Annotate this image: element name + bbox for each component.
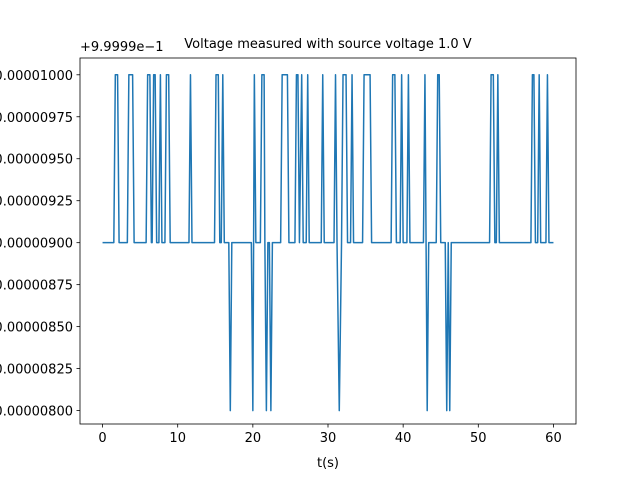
x-tick-label: 30	[320, 431, 337, 446]
y-tick-label: 0.00000975	[0, 111, 73, 126]
x-tick-label: 60	[545, 431, 562, 446]
y-tick-label: 0.00001000	[0, 69, 73, 84]
y-offset-text: +9.9999e−1	[80, 40, 164, 55]
x-tick-label: 0	[98, 431, 106, 446]
y-tick-label: 0.00000875	[0, 279, 73, 294]
y-tick-label: 0.00000800	[0, 405, 73, 420]
y-tick-label: 0.00000900	[0, 237, 73, 252]
y-tick-label: 0.00000825	[0, 363, 73, 378]
x-axis-label: t(s)	[317, 456, 339, 471]
x-tick-label: 20	[245, 431, 262, 446]
x-tick-label: 50	[470, 431, 487, 446]
y-tick-label: 0.00000925	[0, 195, 73, 210]
x-tick-label: 10	[169, 431, 186, 446]
axes-frame	[79, 57, 577, 425]
data-line	[102, 74, 554, 412]
y-tick-label: 0.00000850	[0, 321, 73, 336]
y-tick-label: 0.00000950	[0, 153, 73, 168]
x-tick-label: 40	[395, 431, 412, 446]
chart-title: Voltage measured with source voltage 1.0…	[184, 37, 472, 52]
